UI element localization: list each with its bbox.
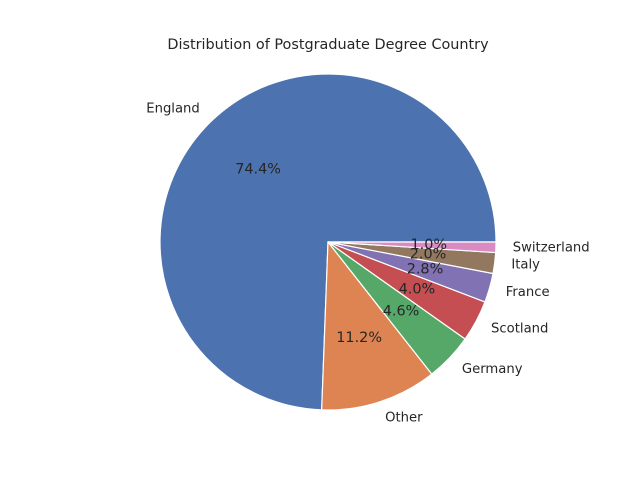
percent-label-england: 74.4% xyxy=(235,161,281,177)
pie-slice-switzerland xyxy=(327,241,497,254)
percent-labels: 74.4% 11.2%4.6% 4.0% 2.8%2.0%1.0% xyxy=(235,161,447,345)
percent-label-switzerland: 1.0% xyxy=(410,237,447,253)
category-labels: England Other Germany Scotland France Italy Sw… xyxy=(146,101,589,425)
slice-label-other: Other xyxy=(385,410,423,425)
percent-label-scotland: 4.0% xyxy=(399,281,436,297)
percent-label-germany: 4.6% xyxy=(383,303,420,319)
pie-slices xyxy=(159,73,497,411)
slice-label-scotland: Scotland xyxy=(491,321,548,336)
slice-label-italy: Italy xyxy=(511,258,540,273)
percent-label-italy: 2.0% xyxy=(410,247,447,263)
slice-label-germany: Germany xyxy=(462,362,523,377)
slice-label-france: France xyxy=(506,285,550,300)
slice-label-england: England xyxy=(146,101,200,116)
percent-label-other: 11.2% xyxy=(336,330,382,346)
percent-label-france: 2.8% xyxy=(407,262,444,278)
chart-title: Distribution of Postgraduate Degree Coun… xyxy=(167,37,489,53)
slice-label-switzerland: Switzerland xyxy=(513,240,590,255)
pie-slice-other xyxy=(321,241,433,411)
